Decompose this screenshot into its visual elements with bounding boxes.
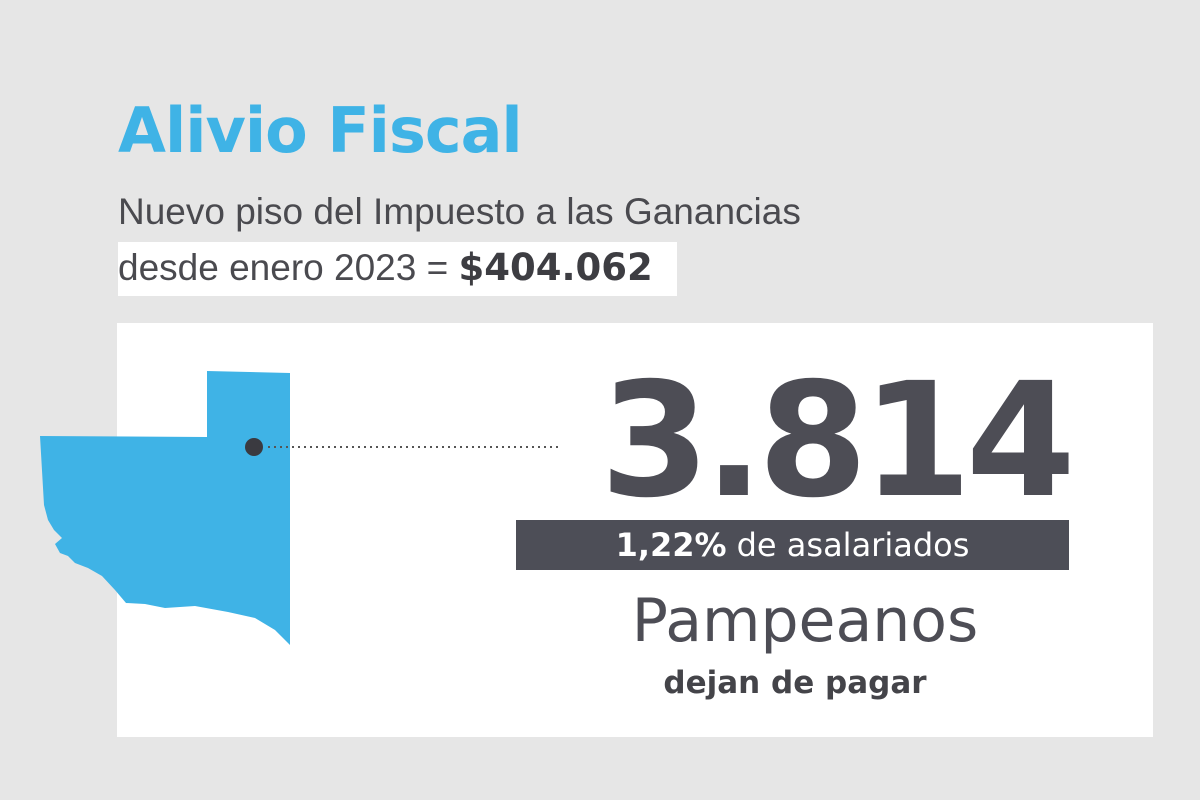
headline-title: Alivio Fiscal (118, 94, 523, 167)
subtitle-prefix: desde enero 2023 = (118, 247, 459, 288)
subtitle-line-2: desde enero 2023 = $404.062 (118, 242, 677, 297)
stat-caption: dejan de pagar (663, 665, 927, 701)
percent-bar: 1,22% de asalariados (516, 520, 1069, 570)
threshold-amount: $404.062 (458, 246, 653, 289)
percent-value: 1,22% (615, 526, 727, 564)
big-stat-number: 3.814 (600, 349, 1076, 533)
region-label: Pampeanos (631, 586, 979, 656)
percent-suffix: de asalariados (736, 526, 970, 564)
subtitle-line-1: Nuevo piso del Impuesto a las Ganancias (118, 191, 801, 232)
